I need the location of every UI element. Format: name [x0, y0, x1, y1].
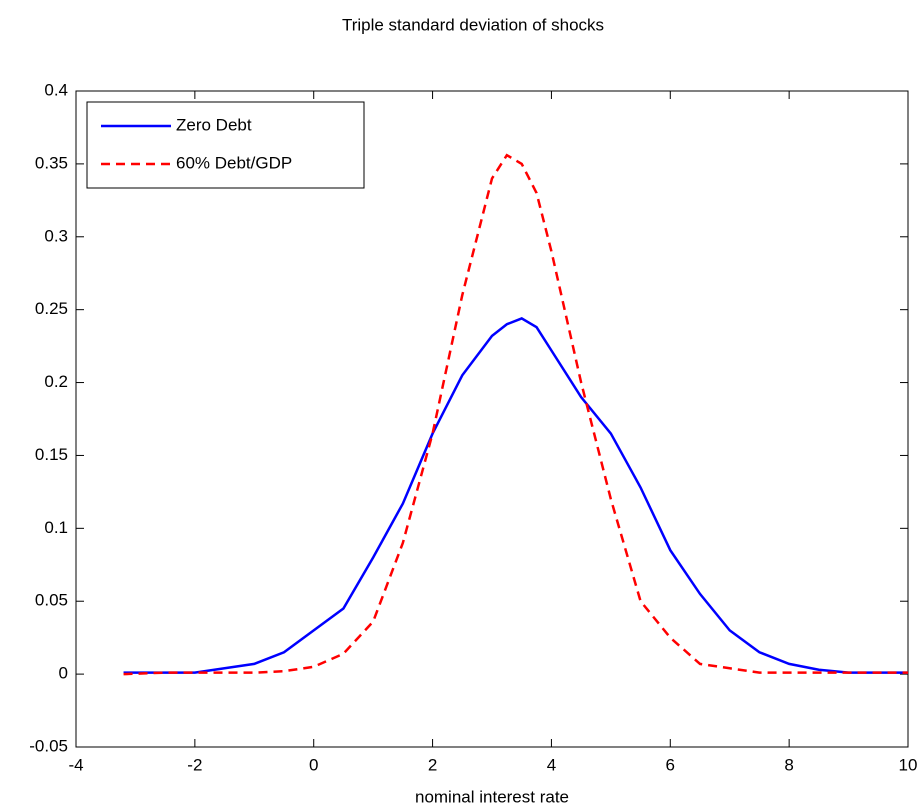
y-tick-label: 0.05	[35, 591, 68, 610]
line-series	[123, 317, 908, 674]
y-tick-label: 0.4	[44, 80, 68, 99]
legend-box	[86, 101, 365, 189]
legend-label: 60% Debt/GDP	[176, 153, 292, 172]
x-tick-label: -2	[187, 755, 202, 774]
x-tick-label: 0	[309, 755, 318, 774]
x-tick-label: 8	[784, 755, 793, 774]
x-tick-label: 6	[666, 755, 675, 774]
y-tick-label: 0.2	[44, 372, 68, 391]
line-series	[123, 153, 908, 676]
y-tick-label: 0.25	[35, 299, 68, 318]
x-tick-label: 10	[899, 755, 918, 774]
x-axis-label: nominal interest rate	[415, 787, 569, 806]
y-tick-label: 0.1	[44, 518, 68, 537]
legend-label: Zero Debt	[176, 115, 252, 134]
x-tick-label: -4	[68, 755, 83, 774]
plot-frame	[75, 90, 909, 748]
y-tick-label: 0	[59, 664, 68, 683]
y-tick-label: -0.05	[29, 736, 68, 755]
x-tick-label: 4	[547, 755, 556, 774]
x-tick-label: 2	[428, 755, 437, 774]
y-tick-label: 0.35	[35, 153, 68, 172]
chart-title: Triple standard deviation of shocks	[342, 15, 604, 34]
y-tick-label: 0.3	[44, 226, 68, 245]
y-tick-label: 0.15	[35, 445, 68, 464]
